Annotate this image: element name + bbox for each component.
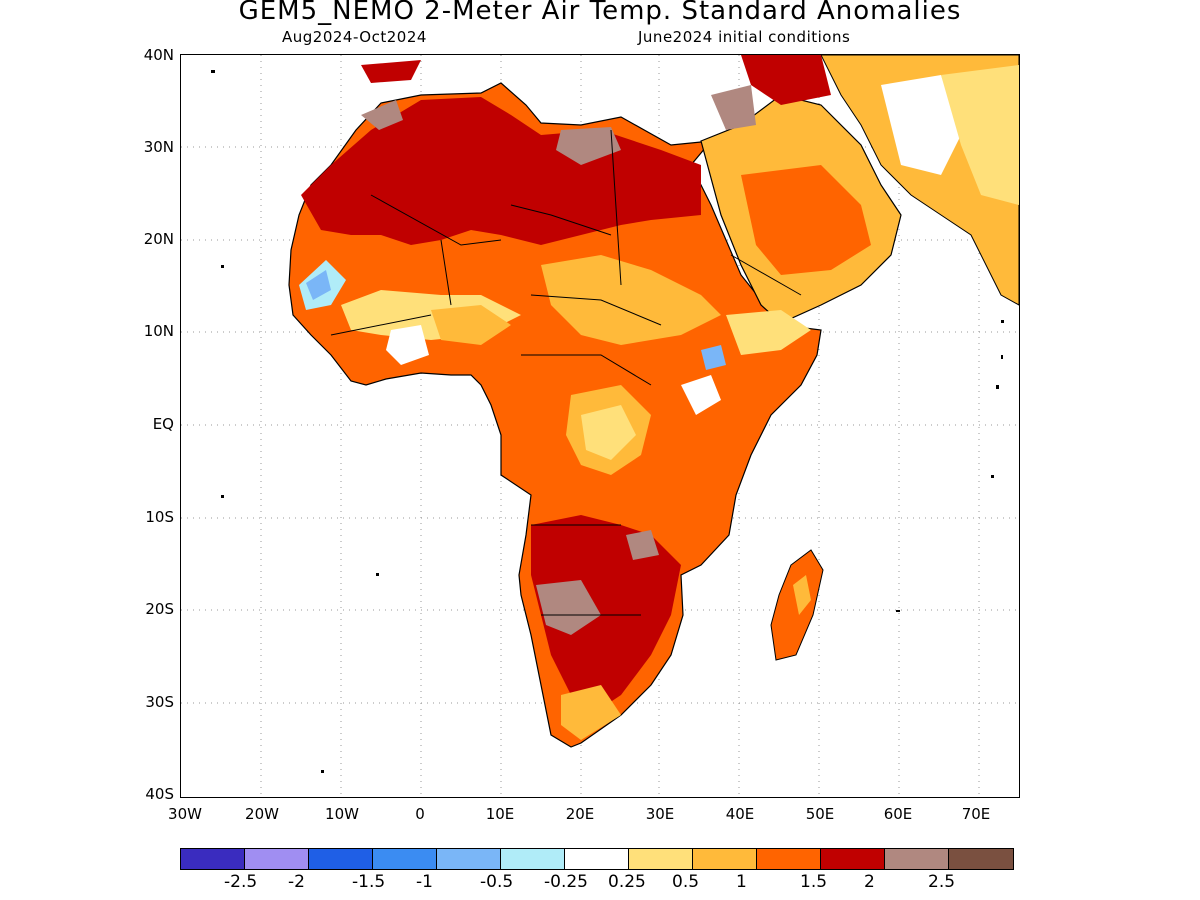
lat-label: 40N (143, 46, 174, 64)
colorbar-tick-label: 0.25 (608, 872, 646, 892)
lat-label: 10N (143, 322, 174, 340)
initial-conditions: June2024 initial conditions (638, 28, 851, 46)
lat-label: EQ (152, 415, 174, 433)
colorbar-swatch (629, 849, 693, 869)
lon-label: 0 (415, 805, 425, 823)
islands (211, 70, 1004, 773)
lon-label: 20E (565, 805, 595, 823)
colorbar-tick-label: 1 (736, 872, 747, 892)
lon-label: 30E (645, 805, 675, 823)
lat-label: 20S (145, 600, 174, 618)
colorbar-tick-label: -0.5 (480, 872, 514, 892)
colorbar-tick-label: 2.5 (928, 872, 956, 892)
africa-landmass (288, 82, 822, 748)
colorbar-tick-label: -1 (416, 872, 433, 892)
colorbar (180, 848, 1014, 870)
lon-label: 20W (245, 805, 279, 823)
colorbar-swatch (309, 849, 373, 869)
map-frame (180, 54, 1020, 798)
colorbar-swatch (373, 849, 437, 869)
lon-label: 60E (883, 805, 913, 823)
colorbar-tick-label: 0.5 (672, 872, 700, 892)
lat-label: 20N (143, 230, 174, 248)
lon-label: 30W (168, 805, 202, 823)
lon-label: 50E (805, 805, 835, 823)
colorbar-tick-label: 2 (864, 872, 875, 892)
colorbar-swatch (245, 849, 309, 869)
colorbar-swatch (501, 849, 565, 869)
lat-label: 30N (143, 138, 174, 156)
colorbar-swatch (181, 849, 245, 869)
lon-label: 70E (961, 805, 991, 823)
colorbar-tick-label: -2 (288, 872, 305, 892)
colorbar-tick-label: 1.5 (800, 872, 828, 892)
anomaly-map (181, 55, 1019, 797)
lon-label: 40E (725, 805, 755, 823)
colorbar-swatch (757, 849, 821, 869)
lon-label: 10W (325, 805, 359, 823)
chart-title: GEM5_NEMO 2-Meter Air Temp. Standard Ano… (238, 0, 962, 26)
colorbar-tick-label: -2.5 (224, 872, 258, 892)
colorbar-swatch (437, 849, 501, 869)
country-borders (330, 129, 802, 616)
colorbar-tick-label: -1.5 (352, 872, 386, 892)
colorbar-swatch (821, 849, 885, 869)
colorbar-swatch (949, 849, 1013, 869)
lat-label: 10S (145, 508, 174, 526)
forecast-period: Aug2024-Oct2024 (282, 28, 427, 46)
lat-label: 40S (145, 785, 174, 803)
colorbar-swatch (565, 849, 629, 869)
colorbar-swatch (885, 849, 949, 869)
colorbar-swatch (693, 849, 757, 869)
lon-label: 10E (485, 805, 515, 823)
colorbar-tick-label: -0.25 (544, 872, 588, 892)
lat-label: 30S (145, 693, 174, 711)
